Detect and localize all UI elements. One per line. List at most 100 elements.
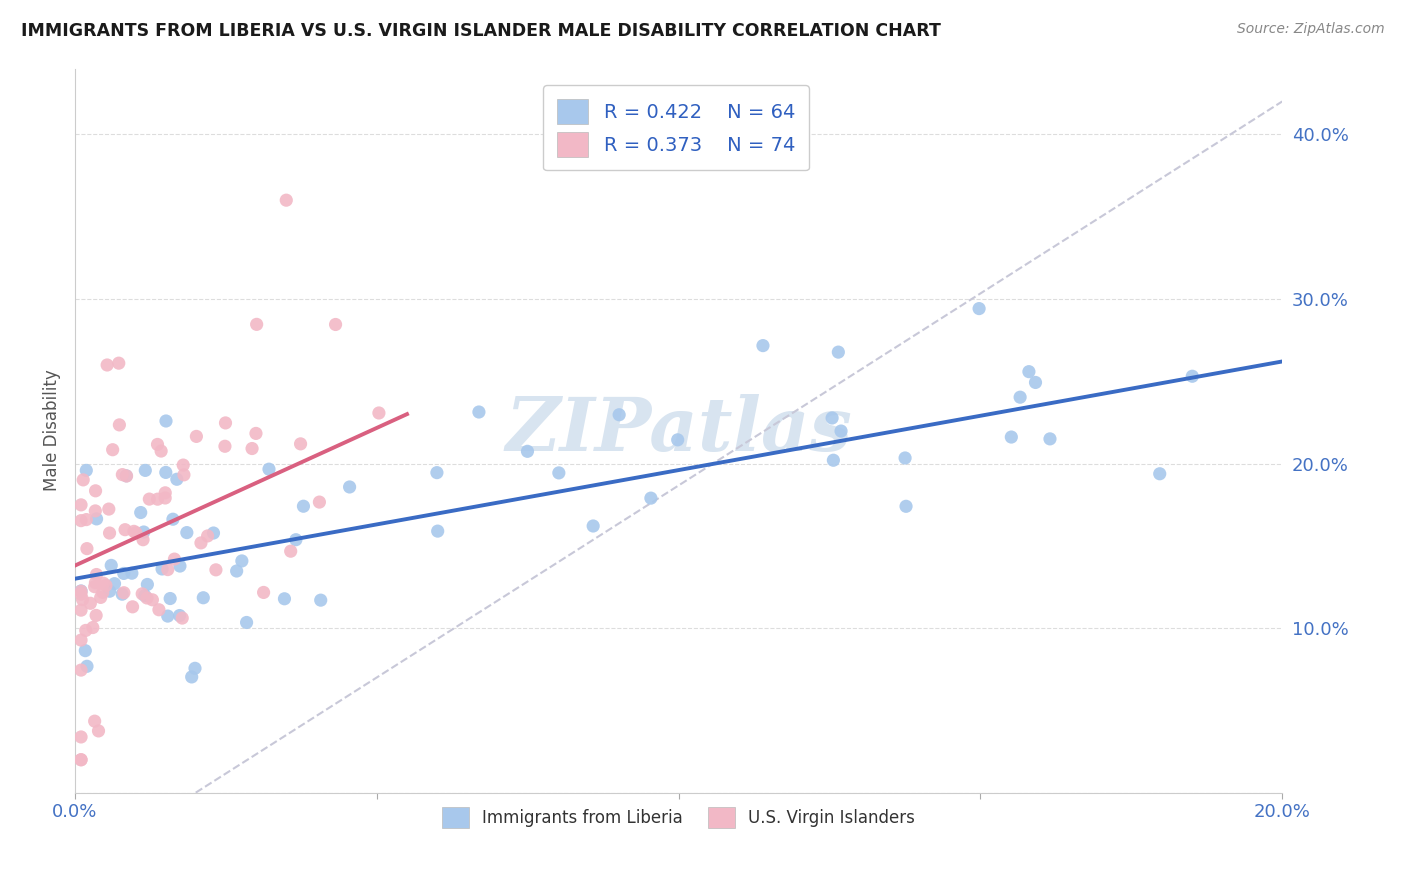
Point [75, 624, 97, 638]
Point [70, 514, 93, 528]
Point [214, 416, 236, 430]
Point [582, 519, 605, 533]
Point [280, 544, 302, 558]
Point [284, 533, 307, 547]
Point [205, 563, 228, 577]
Point [190, 536, 212, 550]
Point [186, 429, 208, 443]
Point [640, 491, 662, 505]
Point [1181, 369, 1204, 384]
Point [225, 564, 247, 578]
Point [197, 529, 219, 543]
Point [72, 592, 94, 607]
Point [339, 480, 361, 494]
Point [468, 405, 491, 419]
Point [155, 485, 177, 500]
Point [101, 442, 124, 457]
Point [90, 591, 112, 605]
Point [176, 525, 198, 540]
Point [823, 453, 845, 467]
Point [894, 450, 917, 465]
Point [114, 523, 136, 537]
Point [91, 585, 114, 599]
Point [87, 723, 110, 738]
Point [292, 500, 315, 514]
Point [75, 463, 97, 477]
Point [70, 584, 93, 599]
Point [75, 512, 97, 526]
Point [308, 495, 330, 509]
Point [111, 587, 134, 601]
Point [76, 659, 98, 673]
Point [235, 615, 257, 630]
Point [162, 512, 184, 526]
Point [112, 585, 135, 599]
Point [193, 591, 215, 605]
Point [121, 599, 143, 614]
Point [169, 608, 191, 623]
Point [93, 576, 115, 591]
Point [96, 358, 118, 372]
Point [184, 661, 207, 675]
Point [516, 444, 538, 458]
Point [827, 345, 849, 359]
Point [100, 558, 122, 573]
Legend: Immigrants from Liberia, U.S. Virgin Islanders: Immigrants from Liberia, U.S. Virgin Isl… [436, 800, 921, 835]
Point [821, 411, 844, 425]
Point [276, 193, 298, 207]
Point [547, 466, 569, 480]
Point [70, 753, 93, 767]
Point [76, 541, 98, 556]
Point [131, 587, 153, 601]
Point [70, 633, 93, 648]
Point [156, 563, 179, 577]
Text: Source: ZipAtlas.com: Source: ZipAtlas.com [1237, 22, 1385, 37]
Point [121, 566, 143, 581]
Point [1000, 430, 1022, 444]
Point [148, 603, 170, 617]
Y-axis label: Male Disability: Male Disability [44, 369, 60, 491]
Point [1024, 376, 1046, 390]
Point [155, 466, 177, 480]
Point [134, 589, 156, 603]
Point [273, 591, 295, 606]
Point [150, 444, 173, 458]
Point [136, 591, 159, 605]
Point [752, 338, 775, 352]
Point [84, 608, 107, 623]
Point [70, 603, 93, 617]
Point [134, 463, 156, 477]
Point [83, 714, 105, 728]
Point [82, 621, 104, 635]
Point [129, 506, 152, 520]
Point [367, 406, 389, 420]
Point [325, 318, 347, 332]
Point [1018, 365, 1040, 379]
Point [252, 585, 274, 599]
Point [607, 408, 630, 422]
Point [231, 554, 253, 568]
Point [830, 424, 852, 438]
Point [172, 611, 194, 625]
Text: ZIPatlas: ZIPatlas [505, 394, 852, 467]
Point [70, 583, 93, 598]
Point [245, 426, 267, 441]
Point [111, 467, 134, 482]
Point [75, 643, 97, 657]
Point [112, 566, 135, 581]
Point [86, 567, 108, 582]
Point [70, 730, 93, 744]
Point [155, 414, 177, 428]
Point [115, 469, 138, 483]
Point [98, 526, 121, 541]
Point [141, 592, 163, 607]
Point [125, 525, 148, 540]
Point [202, 526, 225, 541]
Text: IMMIGRANTS FROM LIBERIA VS U.S. VIRGIN ISLANDER MALE DISABILITY CORRELATION CHAR: IMMIGRANTS FROM LIBERIA VS U.S. VIRGIN I… [21, 22, 941, 40]
Point [70, 587, 93, 601]
Point [72, 473, 94, 487]
Point [146, 437, 169, 451]
Point [86, 512, 108, 526]
Point [257, 462, 280, 476]
Point [84, 504, 107, 518]
